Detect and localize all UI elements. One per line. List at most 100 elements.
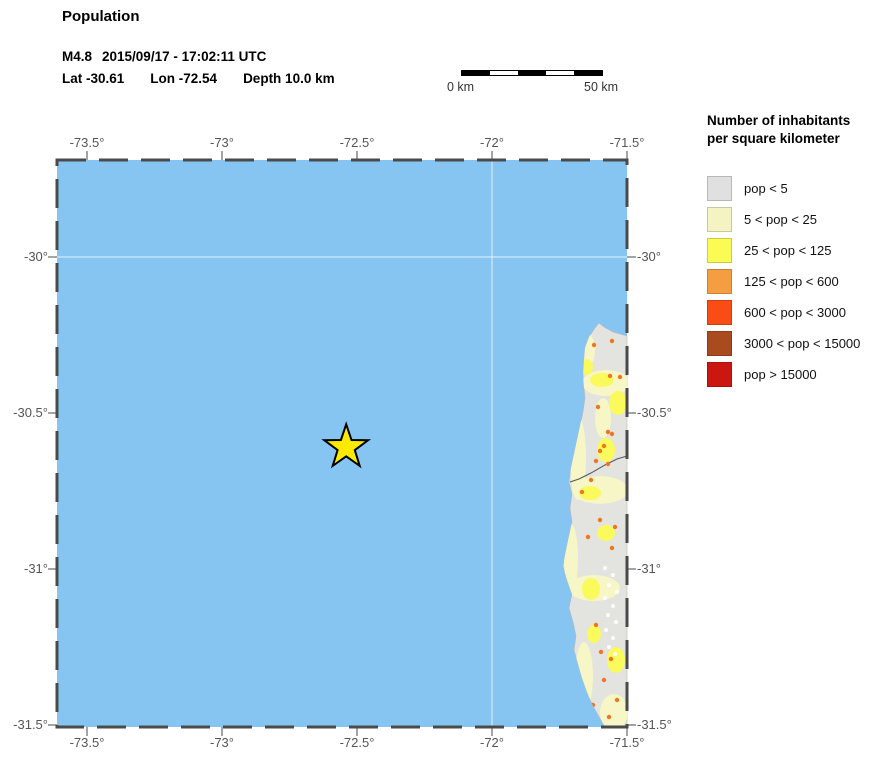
lon-label-top: -73°: [210, 135, 234, 150]
terrain-white-spot: [607, 645, 611, 649]
legend-swatch: [707, 176, 732, 201]
lon-label-bottom: -72°: [480, 735, 504, 750]
event-summary: M4.8 2015/09/17 - 17:02:11 UTC: [62, 49, 276, 64]
town-dot: [579, 489, 585, 495]
town-dot: [591, 342, 597, 348]
town-dot: [598, 649, 604, 655]
terrain-white-spot: [615, 590, 619, 594]
legend-label: 125 < pop < 600: [744, 274, 839, 289]
legend-label: 600 < pop < 3000: [744, 305, 846, 320]
map-svg: [48, 151, 636, 736]
legend-label: pop < 5: [744, 181, 788, 196]
town-dot: [605, 461, 611, 467]
lat-label-right: -31°: [637, 561, 661, 576]
legend-title: Number of inhabitants per square kilomet…: [707, 113, 851, 146]
pop-density-mid-patch: [579, 486, 601, 500]
terrain-white-spot: [604, 628, 608, 632]
town-dot: [605, 429, 611, 435]
pop-density-mid-patch: [597, 438, 615, 462]
legend-item: pop > 15000: [707, 362, 894, 387]
lat-label-left: -30°: [24, 249, 48, 264]
terrain-white-spot: [606, 613, 610, 617]
terrain-white-spot: [611, 573, 615, 577]
legend-item: pop < 5: [707, 176, 894, 201]
legend-list: pop < 5 5 < pop < 25 25 < pop < 125 125 < p…: [707, 176, 894, 387]
terrain-white-spot: [611, 604, 615, 608]
legend-item: 125 < pop < 600: [707, 269, 894, 294]
legend-swatch: [707, 238, 732, 263]
legend-swatch: [707, 300, 732, 325]
event-location: Lat -30.61 Lon -72.54 Depth 10.0 km: [62, 71, 361, 86]
town-dot: [601, 443, 607, 449]
lon-label-top: -73.5°: [69, 135, 105, 150]
town-dot: [614, 697, 620, 703]
pop-density-mid-patch: [609, 391, 627, 415]
town-dot: [588, 477, 594, 483]
town-dot: [585, 534, 591, 540]
map-frame: [55, 158, 629, 729]
scale-bar: [461, 70, 603, 76]
lon-label-bottom: -73.5°: [69, 735, 105, 750]
event-lon: Lon -72.54: [150, 71, 218, 86]
town-dot: [597, 448, 603, 454]
lat-label-right: -30.5°: [637, 405, 672, 420]
lat-label-right: -30°: [637, 249, 661, 264]
town-dot: [595, 404, 601, 410]
lat-label-left: -31.5°: [13, 717, 48, 732]
terrain-white-spot: [603, 566, 607, 570]
road-line: [569, 455, 627, 483]
legend-swatch: [707, 331, 732, 356]
legend-label: 5 < pop < 25: [744, 212, 818, 227]
terrain-white-spot: [613, 652, 617, 656]
terrain-white-spot: [614, 620, 618, 624]
town-dot: [597, 517, 603, 523]
legend-item: 600 < pop < 3000: [707, 300, 894, 325]
pop-density-mid-patch: [587, 625, 601, 643]
terrain-white-spot: [611, 636, 615, 640]
legend-label: 3000 < pop < 15000: [744, 336, 861, 351]
lon-label-top: -72°: [480, 135, 504, 150]
legend-label: 25 < pop < 125: [744, 243, 832, 258]
lon-label-bottom: -72.5°: [339, 735, 375, 750]
scale-bar-start-label: 0 km: [447, 80, 475, 94]
legend-swatch: [707, 269, 732, 294]
pop-density-low-patch: [600, 694, 627, 727]
legend-swatch: [707, 207, 732, 232]
town-dot: [607, 373, 613, 379]
pop-density-mid-patch: [581, 359, 593, 375]
event-lat: Lat -30.61: [62, 71, 125, 86]
legend-item: 3000 < pop < 15000: [707, 331, 894, 356]
legend-item: 5 < pop < 25: [707, 207, 894, 232]
event-datetime: 2015/09/17 - 17:02:11 UTC: [102, 49, 267, 64]
town-dot: [606, 714, 612, 720]
town-dot: [608, 656, 614, 662]
terrain-white-spot: [607, 583, 611, 587]
town-dot: [593, 622, 599, 628]
event-magnitude: M4.8: [62, 49, 93, 64]
legend-swatch: [707, 362, 732, 387]
town-dot: [593, 458, 599, 464]
event-depth: Depth 10.0 km: [243, 71, 335, 86]
town-dot: [609, 431, 615, 437]
page-title: Population: [62, 8, 140, 25]
pop-density-mid-patch: [607, 647, 625, 673]
lon-label-top: -72.5°: [339, 135, 375, 150]
population-legend: Number of inhabitants per square kilomet…: [707, 112, 894, 393]
epicenter-star: [321, 421, 372, 469]
town-dot: [601, 677, 607, 683]
town-dot: [617, 374, 623, 380]
pop-density-mid-patch: [597, 525, 615, 541]
population-map: [45, 148, 639, 739]
pop-density-mid-patch: [582, 578, 600, 600]
legend-item: 25 < pop < 125: [707, 238, 894, 263]
lon-label-bottom: -71.5°: [609, 735, 645, 750]
town-dot: [609, 545, 615, 551]
lon-label-top: -71.5°: [609, 135, 645, 150]
terrain-white-spot: [603, 596, 607, 600]
lat-label-left: -30.5°: [13, 405, 48, 420]
town-dot: [612, 524, 618, 530]
town-dot: [609, 338, 615, 344]
lat-label-left: -31°: [24, 561, 48, 576]
lat-label-right: -31.5°: [637, 717, 672, 732]
lon-label-bottom: -73°: [210, 735, 234, 750]
